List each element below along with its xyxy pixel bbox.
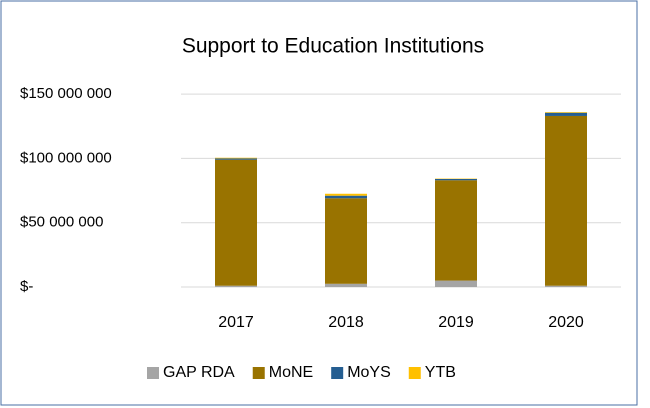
bar-segment [325, 198, 367, 284]
bar-segment [545, 112, 587, 116]
x-tick-label: 2018 [328, 314, 364, 331]
bar-segment [215, 157, 257, 159]
legend-swatch [147, 367, 159, 379]
bar-segment [325, 195, 367, 199]
bar-segment [545, 112, 587, 113]
legend-label: GAP RDA [163, 364, 235, 381]
bar-segment [545, 115, 587, 286]
legend-label: MoNE [269, 364, 313, 381]
legend-swatch [252, 367, 265, 379]
y-tick-label: $- [20, 278, 33, 295]
bar-segment [215, 158, 257, 160]
bar-segment [215, 285, 257, 287]
legend-label: MoYS [347, 364, 391, 381]
x-tick-label: 2020 [548, 314, 584, 331]
bar-segment [435, 178, 477, 181]
chart-title: Support to Education Institutions [182, 35, 484, 58]
bar-segment [325, 193, 367, 196]
y-tick-label: $150 000 000 [20, 85, 112, 102]
y-tick-label: $50 000 000 [20, 214, 103, 231]
legend-swatch [331, 367, 344, 379]
bar-segment [215, 159, 257, 286]
x-tick-label: 2019 [438, 314, 474, 331]
legend-label: YTB [425, 364, 456, 381]
bar-segment [435, 180, 477, 281]
bar-segment [325, 283, 367, 287]
legend-swatch [408, 367, 421, 379]
bar-segment [545, 285, 587, 287]
bar-segment [435, 280, 477, 287]
chart-border [0, 0, 638, 406]
y-tick-label: $100 000 000 [20, 149, 112, 166]
x-tick-label: 2017 [218, 314, 254, 331]
